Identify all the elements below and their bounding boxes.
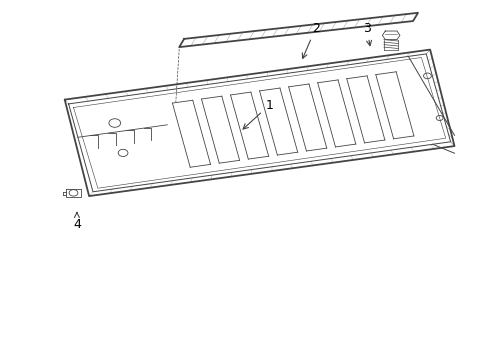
Text: 2: 2 [302, 22, 319, 58]
Text: 4: 4 [73, 212, 81, 231]
Text: 1: 1 [243, 99, 273, 129]
Text: 3: 3 [363, 22, 371, 46]
